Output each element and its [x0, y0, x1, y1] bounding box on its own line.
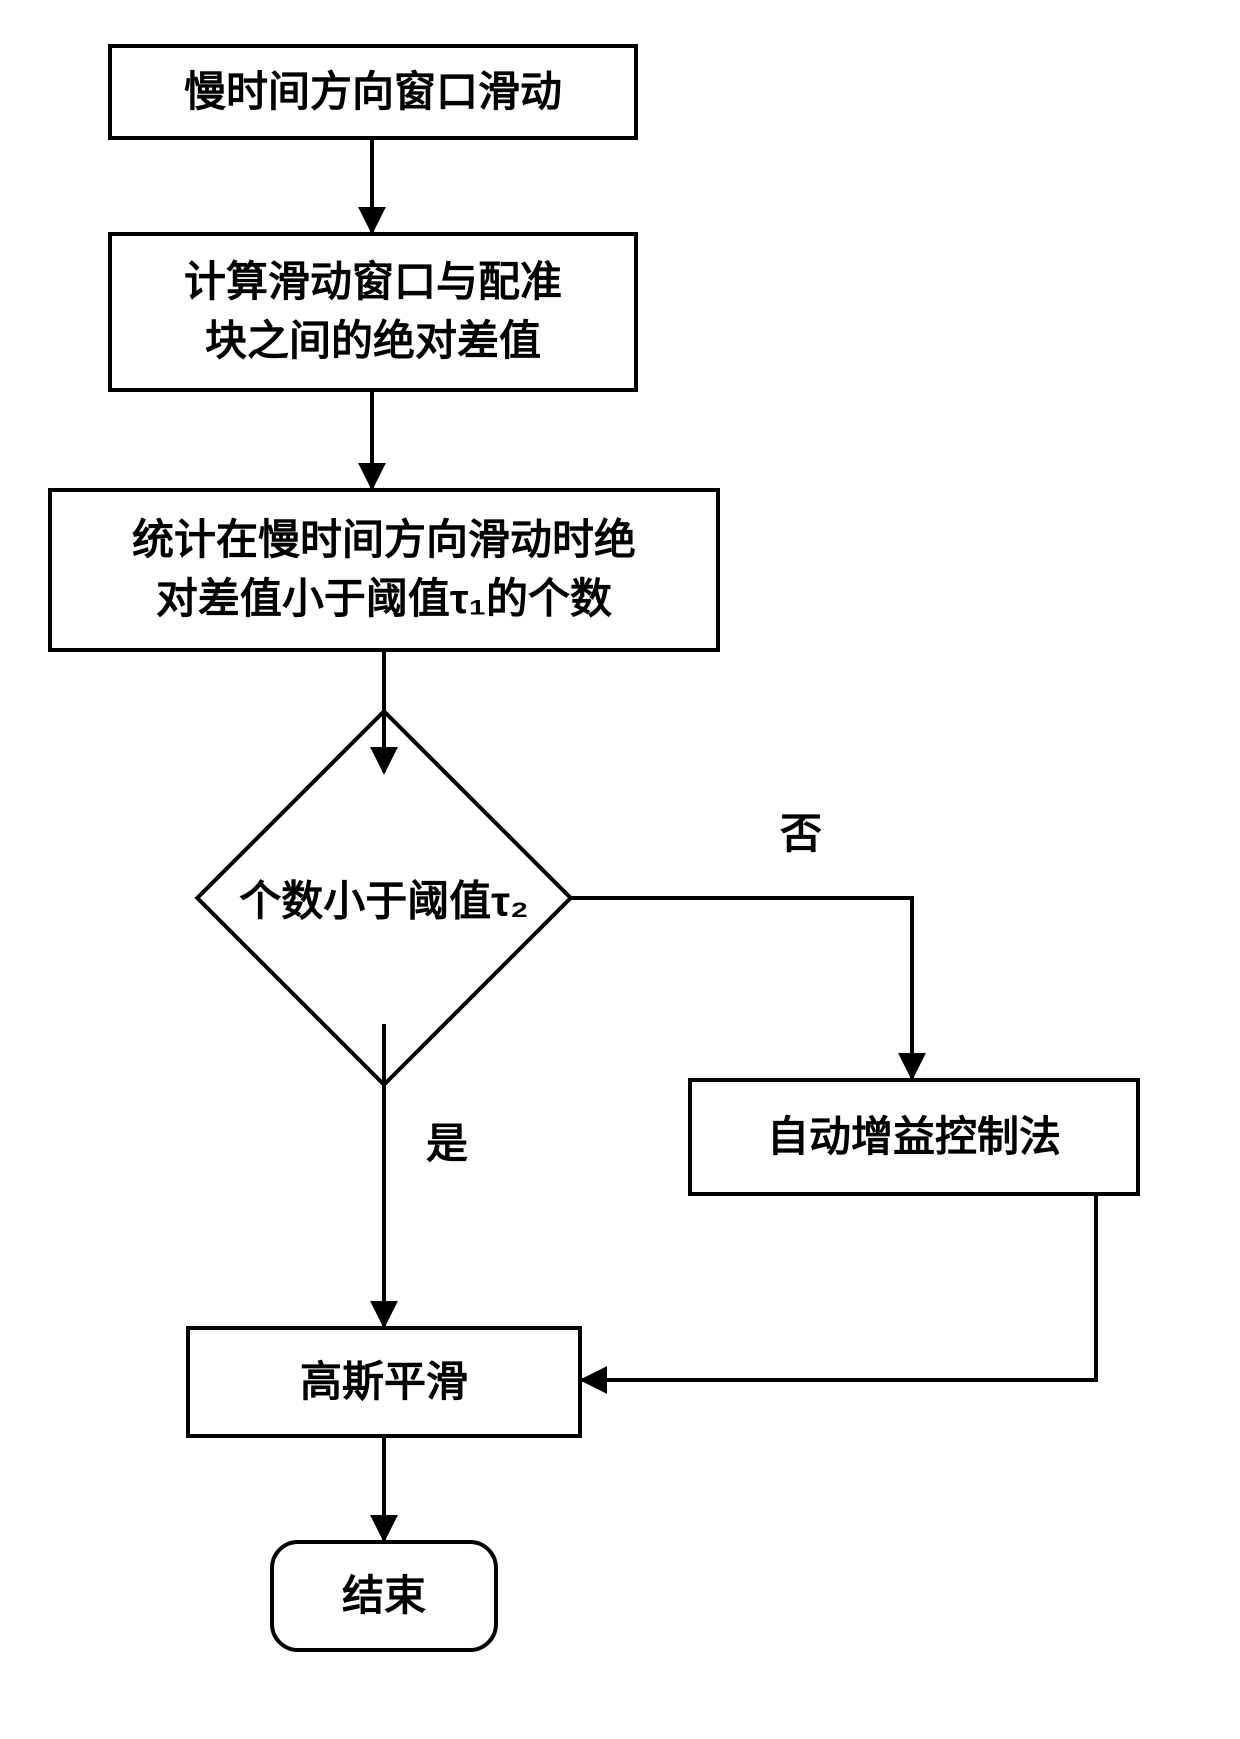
terminator-end: 结束 — [270, 1540, 498, 1652]
flowchart-canvas: 慢时间方向窗口滑动 计算滑动窗口与配准 块之间的绝对差值 统计在慢时间方向滑动时… — [0, 0, 1240, 1739]
process-slow-time-window-slide: 慢时间方向窗口滑动 — [108, 44, 638, 140]
node-text: 统计在慢时间方向滑动时绝 对差值小于阈值τ₁的个数 — [132, 511, 636, 629]
decision-count-less-than-tau2: 个数小于阈值τ₂ — [99, 771, 669, 1025]
process-count-below-tau1: 统计在慢时间方向滑动时绝 对差值小于阈值τ₁的个数 — [48, 488, 720, 652]
process-compute-abs-diff: 计算滑动窗口与配准 块之间的绝对差值 — [108, 232, 638, 392]
node-text: 慢时间方向窗口滑动 — [184, 63, 562, 122]
branch-label-yes: 是 — [426, 1110, 468, 1171]
node-text: 自动增益控制法 — [767, 1108, 1061, 1167]
node-text: 个数小于阈值τ₂ — [239, 868, 528, 929]
node-text: 高斯平滑 — [300, 1353, 468, 1412]
node-text: 计算滑动窗口与配准 块之间的绝对差值 — [184, 253, 562, 371]
node-text: 结束 — [342, 1567, 426, 1626]
edge-n5-n6 — [582, 1196, 1096, 1380]
process-gaussian-smoothing: 高斯平滑 — [186, 1326, 582, 1438]
process-auto-gain-control: 自动增益控制法 — [688, 1078, 1140, 1196]
branch-label-no: 否 — [780, 800, 822, 861]
